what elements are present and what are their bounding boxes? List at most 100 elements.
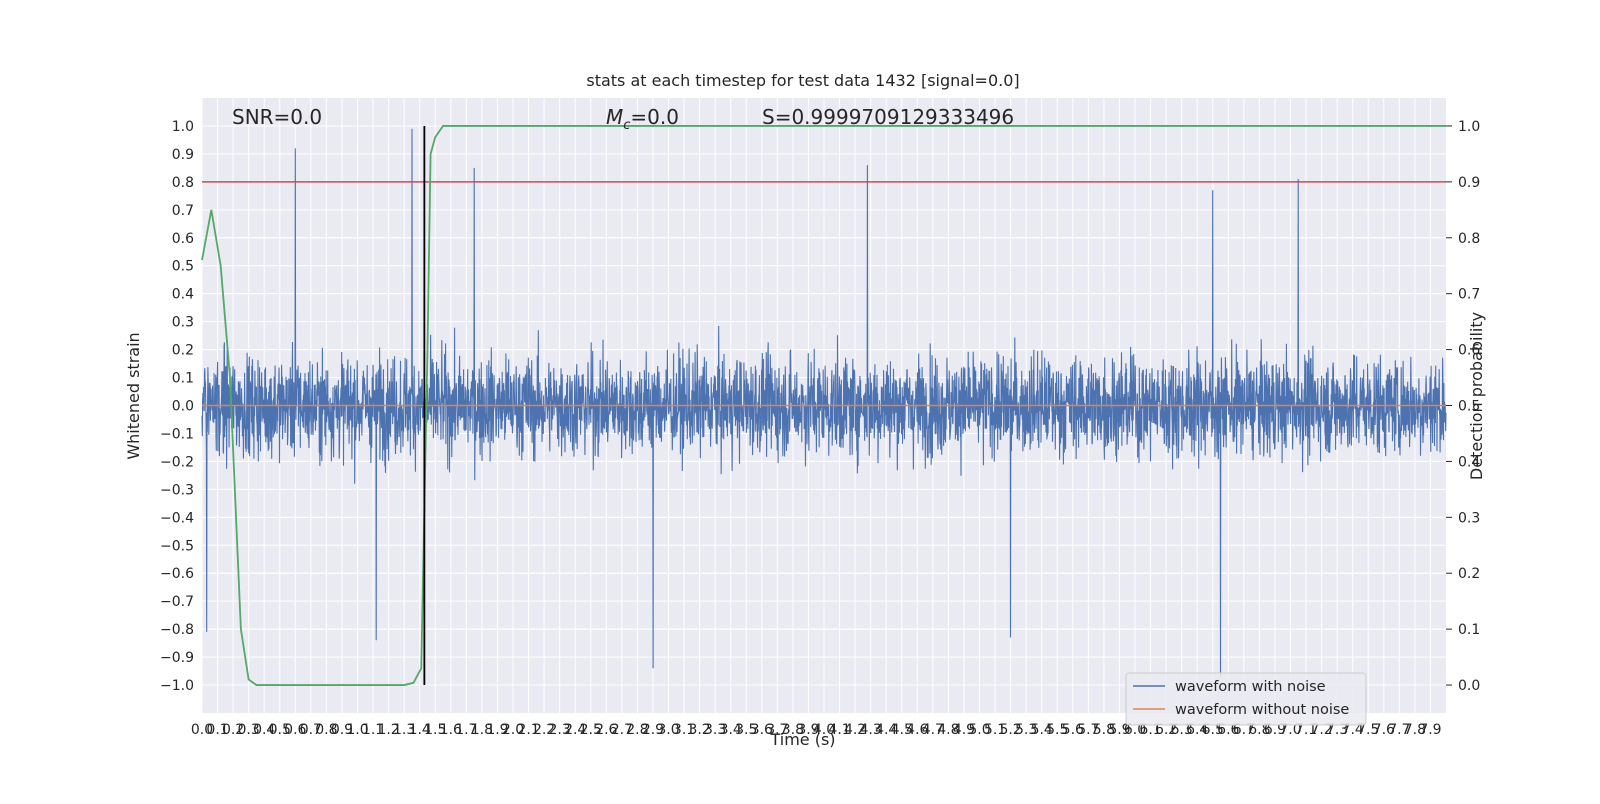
x-tick-label: 2.8 xyxy=(626,722,648,738)
y-tick-label-left: 0.4 xyxy=(172,287,194,303)
snr-annotation: SNR=0.0 xyxy=(232,105,322,129)
x-tick-label: 2.0 xyxy=(502,722,524,738)
x-tick-label: 7.8 xyxy=(1404,722,1426,738)
x-tick-label: 1.1 xyxy=(362,722,384,738)
y-tick-label-right: 0.9 xyxy=(1458,175,1480,191)
x-tick-label: 4.1 xyxy=(828,722,850,738)
x-tick-label: 3.1 xyxy=(673,722,695,738)
x-tick-label: 7.4 xyxy=(1342,722,1364,738)
x-tick-label: 2.3 xyxy=(549,722,571,738)
x-tick-label: 5.8 xyxy=(1093,722,1115,738)
x-tick-label: 3.0 xyxy=(657,722,679,738)
x-tick-label: 6.9 xyxy=(1264,722,1286,738)
x-tick-label: 0.0 xyxy=(191,722,213,738)
x-tick-label: 7.5 xyxy=(1357,722,1379,738)
x-tick-label: 2.1 xyxy=(517,722,539,738)
series-detection-probability xyxy=(201,125,1446,686)
x-tick-label: 1.5 xyxy=(424,722,446,738)
x-tick-label: 1.4 xyxy=(409,722,431,738)
x-tick-label: 3.8 xyxy=(782,722,804,738)
x-tick-label: 6.6 xyxy=(1217,722,1239,738)
x-tick-label: 5.6 xyxy=(1062,722,1084,738)
x-tick-label: 2.2 xyxy=(533,722,555,738)
y-tick-label-right: 0.8 xyxy=(1458,231,1480,247)
y-tick-label-left: 0.2 xyxy=(172,343,194,359)
x-tick-label: 2.4 xyxy=(564,722,586,738)
x-tick-label: 0.4 xyxy=(253,722,275,738)
y-axis-right-label: Detection probability xyxy=(1467,312,1486,480)
y-tick-label-right: 1.0 xyxy=(1458,119,1480,135)
x-tick-label: 6.8 xyxy=(1248,722,1270,738)
legend: waveform with noise waveform without noi… xyxy=(1125,672,1367,726)
x-tick-label: 7.7 xyxy=(1388,722,1410,738)
x-tick-label: 7.9 xyxy=(1419,722,1441,738)
x-tick-label: 4.6 xyxy=(906,722,928,738)
y-tick-label-left: −0.5 xyxy=(160,538,194,554)
x-tick-label: 3.7 xyxy=(766,722,788,738)
x-tick-label: 3.5 xyxy=(735,722,757,738)
y-axis-left-label: Whitened strain xyxy=(124,332,143,459)
x-tick-label: 4.3 xyxy=(860,722,882,738)
x-axis-label: Time (s) xyxy=(769,730,835,749)
x-tick-label: 1.6 xyxy=(440,722,462,738)
y-tick-label-right: 0.5 xyxy=(1458,399,1480,415)
x-tick-label: 4.2 xyxy=(844,722,866,738)
x-tick-label: 1.3 xyxy=(393,722,415,738)
score-annotation: S=0.9999709129333496 xyxy=(762,105,1014,129)
y-tick-label-left: 0.9 xyxy=(172,147,194,163)
y-tick-label-left: 0.1 xyxy=(172,371,194,387)
x-tick-label: 6.2 xyxy=(1155,722,1177,738)
y-tick-label-left: 0.5 xyxy=(172,259,194,275)
x-tick-label: 7.6 xyxy=(1373,722,1395,738)
x-tick-label: 7.0 xyxy=(1279,722,1301,738)
x-tick-label: 4.0 xyxy=(813,722,835,738)
x-tick-label: 6.0 xyxy=(1124,722,1146,738)
x-tick-label: 6.1 xyxy=(1139,722,1161,738)
x-tick-label: 0.5 xyxy=(269,722,291,738)
x-tick-label: 1.2 xyxy=(377,722,399,738)
y-tick-label-left: −0.4 xyxy=(160,510,194,526)
y-tick-label-left: 0.7 xyxy=(172,203,194,219)
x-tick-label: 5.1 xyxy=(984,722,1006,738)
x-tick-label: 1.7 xyxy=(455,722,477,738)
x-tick-label: 4.7 xyxy=(922,722,944,738)
x-tick-label: 0.7 xyxy=(300,722,322,738)
y-tick-label-left: −0.7 xyxy=(160,594,194,610)
y-tick-label-right: 0.6 xyxy=(1458,343,1480,359)
x-tick-label: 2.9 xyxy=(642,722,664,738)
x-tick-label: 5.4 xyxy=(1031,722,1053,738)
x-tick-label: 0.2 xyxy=(222,722,244,738)
y-tick-label-left: 0.6 xyxy=(172,231,194,247)
legend-box xyxy=(1125,672,1367,726)
x-tick-label: 3.6 xyxy=(751,722,773,738)
legend-label-clean: waveform without noise xyxy=(1175,702,1349,718)
y-tick-label-left: −1.0 xyxy=(160,678,194,694)
x-tick-label: 5.3 xyxy=(1015,722,1037,738)
y-tick-label-left: 1.0 xyxy=(172,119,194,135)
x-tick-label: 0.8 xyxy=(315,722,337,738)
x-tick-label: 6.5 xyxy=(1202,722,1224,738)
y-tick-label-left: −0.1 xyxy=(160,426,194,442)
y-tick-label-left: −0.8 xyxy=(160,622,194,638)
x-tick-label: 3.4 xyxy=(720,722,742,738)
x-tick-label: 7.2 xyxy=(1310,722,1332,738)
x-tick-label: 6.4 xyxy=(1186,722,1208,738)
y-tick-label-left: −0.9 xyxy=(160,650,194,666)
x-tick-label: 4.8 xyxy=(937,722,959,738)
y-tick-label-left: −0.6 xyxy=(160,566,194,582)
x-tick-label: 5.5 xyxy=(1046,722,1068,738)
x-tick-label: 4.4 xyxy=(875,722,897,738)
x-tick-label: 5.0 xyxy=(968,722,990,738)
x-tick-label: 6.7 xyxy=(1233,722,1255,738)
chirp-mass-annotation: Mc=0.0 xyxy=(606,105,679,133)
x-tick-label: 0.1 xyxy=(206,722,228,738)
x-tick-label: 2.5 xyxy=(580,722,602,738)
y-tick-label-right: 0.1 xyxy=(1458,622,1480,638)
x-tick-label: 7.1 xyxy=(1295,722,1317,738)
y-tick-label-right: 0.0 xyxy=(1458,678,1480,694)
x-tick-label: 1.8 xyxy=(471,722,493,738)
x-tick-label: 5.2 xyxy=(999,722,1021,738)
x-tick-label: 2.6 xyxy=(595,722,617,738)
x-tick-label: 0.9 xyxy=(331,722,353,738)
series-waveform-with-noise xyxy=(201,128,1447,677)
